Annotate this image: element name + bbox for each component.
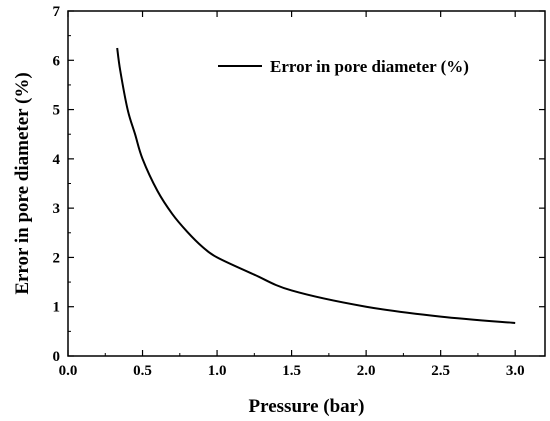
x-tick-label: 3.0 xyxy=(506,363,525,379)
x-axis-title: Pressure (bar) xyxy=(249,396,365,417)
y-tick-label: 2 xyxy=(53,250,61,266)
series-lines xyxy=(116,47,516,324)
x-tick-label: 1.5 xyxy=(282,363,301,379)
y-tick-label: 5 xyxy=(53,103,61,119)
y-axis-title: Error in pore diameter (%) xyxy=(12,72,33,294)
y-tick-label: 1 xyxy=(53,300,61,316)
y-tick-label: 7 xyxy=(53,4,61,20)
x-tick-label: 2.0 xyxy=(357,363,376,379)
x-tick-label: 0.0 xyxy=(59,363,78,379)
legend-label: Error in pore diameter (%) xyxy=(270,57,469,76)
y-tick-label: 3 xyxy=(53,201,61,217)
axis-ticks: 0.0 0.5 1.0 1.5 2.0 2.5 3.0 0 1 2 3 4 5 6 7 xyxy=(53,4,545,379)
y-tick-label: 4 xyxy=(53,152,61,168)
legend: Error in pore diameter (%) xyxy=(218,57,469,76)
y-tick-label: 0 xyxy=(53,349,61,365)
series-line xyxy=(116,47,516,324)
x-tick-label: 0.5 xyxy=(133,363,152,379)
x-tick-label: 1.0 xyxy=(208,363,227,379)
x-tick-label: 2.5 xyxy=(431,363,450,379)
y-tick-label: 6 xyxy=(53,53,61,69)
